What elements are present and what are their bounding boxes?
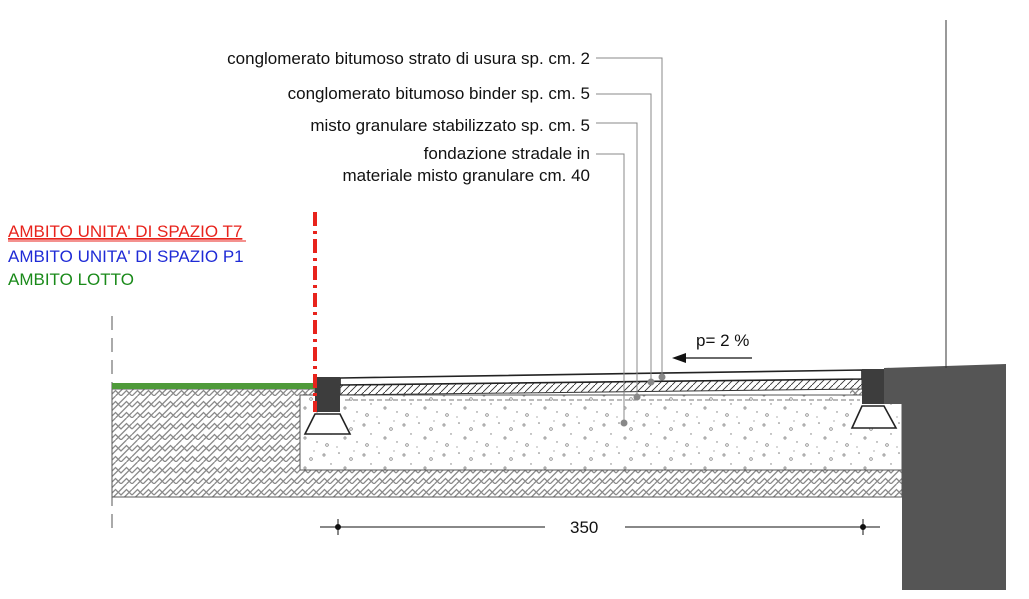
retaining-wall-right <box>884 364 1006 590</box>
dimension-label: 350 <box>570 518 598 537</box>
curb-right-base <box>850 405 898 429</box>
curb-left-base <box>303 413 352 435</box>
leader-binder <box>596 93 652 382</box>
slope-label: p= 2 % <box>696 331 749 350</box>
legend-lotto: AMBITO LOTTO <box>8 270 134 289</box>
leader-dots <box>620 373 666 427</box>
leader-dot-wearing <box>658 373 666 381</box>
dimension-line <box>320 519 880 535</box>
legend-p1: AMBITO UNITA' DI SPAZIO P1 <box>8 247 244 266</box>
leader-dot-binder <box>647 378 655 386</box>
slope-arrow <box>672 353 752 363</box>
leader-wearing-course <box>596 57 663 377</box>
leader-dot-stabilized <box>633 393 641 401</box>
callout-stabilized: misto granulare stabilizzato sp. cm. 5 <box>310 116 590 135</box>
grass-strip <box>112 383 315 389</box>
callout-foundation-line2: materiale misto granulare cm. 40 <box>342 166 590 185</box>
callout-wearing-course: conglomerato bitumoso strato di usura sp… <box>227 49 590 68</box>
foundation-layer <box>299 394 903 471</box>
leader-lines <box>596 57 663 423</box>
curb-right <box>862 369 884 404</box>
leader-foundation <box>596 153 625 423</box>
legend-t7: AMBITO UNITA' DI SPAZIO T7 <box>8 222 242 241</box>
curb-left <box>315 377 340 412</box>
leader-stabilized <box>596 122 638 397</box>
leader-dot-foundation <box>620 419 628 427</box>
callout-foundation-line1: fondazione stradale in <box>424 144 590 163</box>
callout-binder: conglomerato bitumoso binder sp. cm. 5 <box>288 84 590 103</box>
